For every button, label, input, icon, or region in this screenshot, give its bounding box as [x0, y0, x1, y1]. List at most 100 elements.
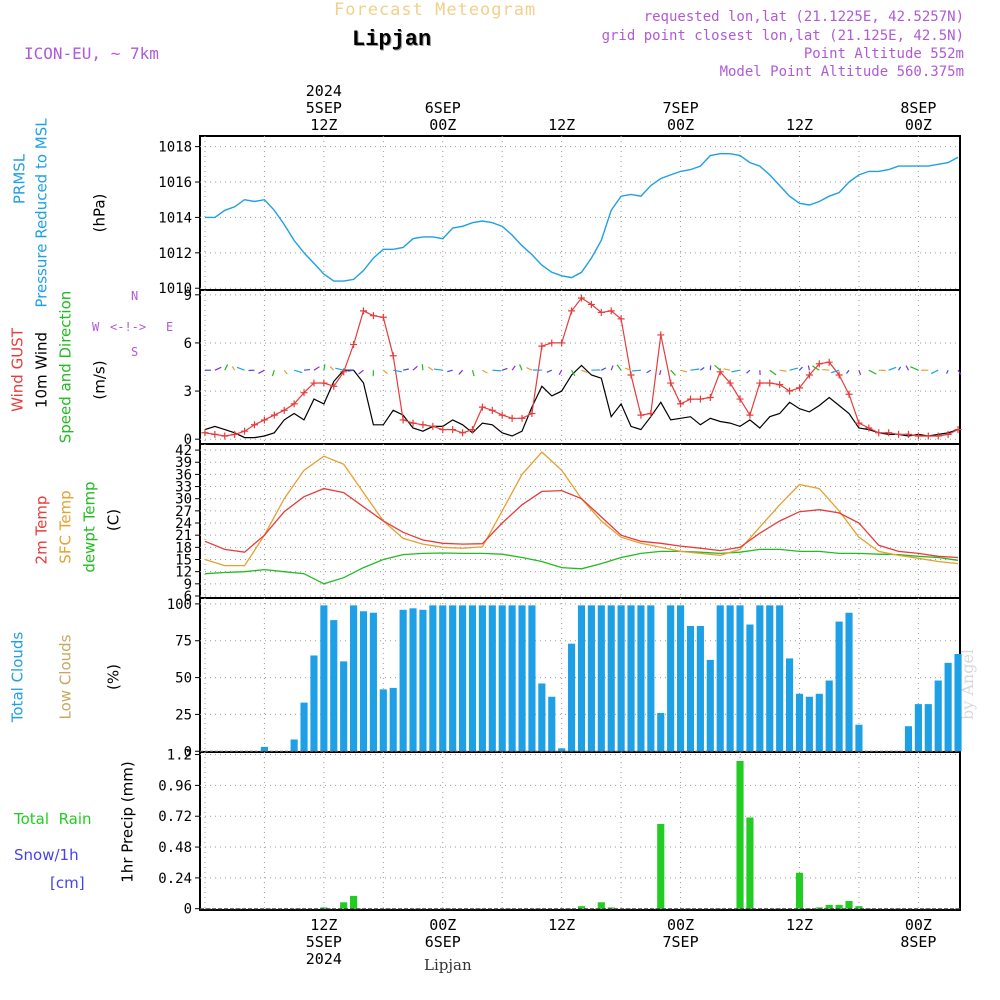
wind-gust-marker [597, 308, 605, 316]
total-clouds-bar [498, 605, 506, 752]
total-clouds-bar [508, 605, 516, 752]
precip-frame [199, 751, 961, 911]
wind-gust-marker [686, 395, 694, 403]
wind-gust-marker [439, 426, 447, 434]
wind-direction-arrow [822, 368, 830, 371]
wind-gust-marker [389, 352, 397, 360]
place-name: Lipjan [352, 27, 432, 52]
wind-gust-marker [518, 414, 526, 422]
wind-gust-marker [270, 411, 278, 419]
bottom-time-label: 8SEP [900, 933, 936, 951]
total-clouds-bar [627, 605, 635, 752]
bottom-place-name: Lipjan [424, 956, 472, 974]
sfc-temp-label: SFC Temp [56, 490, 75, 564]
wind-direction-arrow [610, 365, 614, 371]
total-clouds-bar [548, 696, 556, 752]
total-clouds-bar [290, 739, 298, 752]
total-clouds-bar [350, 605, 358, 752]
total-clouds-bar [577, 605, 586, 752]
wind-gust-label: Wind GUST [8, 328, 27, 412]
total-clouds-bar [340, 661, 348, 752]
wind-gust-marker [260, 416, 268, 424]
total-clouds-bar [766, 605, 774, 752]
temperature-ytick-label: 15 [175, 553, 192, 569]
wind-direction-arrow [258, 369, 265, 374]
bottom-time-label: 12Z [310, 916, 337, 934]
top-time-label: 12Z [310, 116, 337, 134]
total-clouds-bar [409, 608, 417, 752]
temperature-ytick-label: 9 [184, 577, 192, 593]
wind-gust-marker [895, 430, 903, 438]
wind-direction-arrow [482, 369, 488, 374]
wind-gust-marker [241, 427, 249, 435]
wind-direction-arrow [558, 369, 563, 376]
wind-gust-marker [201, 429, 209, 437]
total-clouds-bar [795, 693, 804, 752]
wind-direction-arrow [519, 364, 523, 371]
total-clouds-bar [568, 643, 576, 752]
wind-direction-arrow [329, 366, 335, 371]
wind-direction-arrow [714, 364, 721, 371]
total-clouds-bar [459, 605, 467, 752]
total-clouds-bar [320, 605, 328, 752]
total-clouds-bar [825, 680, 833, 752]
wind-direction-arrow [313, 366, 320, 371]
wind-gust-marker [340, 368, 348, 376]
wind-direction-arrow [347, 369, 354, 372]
wind-direction-arrow [214, 366, 222, 371]
wind-direction-arrow [631, 369, 641, 372]
total-clouds-bar [736, 605, 744, 752]
wind-direction-arrow [546, 369, 552, 373]
wind-gust-marker [211, 430, 219, 438]
total-clouds-bar [468, 605, 477, 752]
precip-ytick-label: 0.24 [158, 871, 192, 887]
rain-bar [736, 760, 744, 909]
compass-n: N [131, 289, 138, 303]
wind-gust-marker [577, 294, 585, 302]
wind-gust-marker [845, 390, 853, 398]
wind-direction-arrow [433, 368, 443, 371]
wind-gust-marker [290, 400, 298, 408]
wind-ytick-label: 0 [184, 432, 192, 448]
total-clouds-bar [439, 605, 447, 752]
rain-bar [577, 906, 586, 909]
total-clouds-bar [538, 683, 546, 752]
total-clouds-label: Total Clouds [8, 631, 27, 723]
wind-direction-arrow [283, 369, 288, 375]
pressure-label-prmsl: PRMSL [10, 153, 29, 205]
compass-e: E [166, 320, 173, 334]
wind-gust-marker [359, 307, 367, 315]
compass-s: S [131, 345, 138, 359]
rain-bar [825, 904, 833, 909]
wind-gust-marker [250, 421, 258, 429]
total-clouds-bar [835, 621, 843, 752]
wind-gust-marker [756, 379, 764, 387]
wind-direction-arrow [646, 369, 652, 374]
wind-direction-arrow [946, 369, 949, 374]
wind-gust-marker [914, 432, 922, 440]
wind-direction-arrow [830, 369, 840, 374]
wind-direction-arrow [670, 369, 676, 376]
total-clouds-bar [716, 605, 724, 752]
wind-direction-arrow [905, 365, 910, 371]
bottom-time-label: 00Z [667, 916, 694, 934]
wind-direction-arrow [323, 364, 326, 371]
precip-ytick-label: 0.96 [158, 778, 192, 794]
rain-label: Total Rain [14, 810, 92, 828]
top-time-label: 00Z [667, 116, 694, 134]
precip-ytick-label: 0.48 [158, 840, 192, 856]
wind-gust-marker [954, 426, 962, 434]
wind-gust-marker [548, 339, 556, 347]
wind-gust-marker [855, 419, 863, 427]
total-clouds-bar [478, 605, 486, 752]
total-clouds-bar [449, 605, 457, 752]
wind-gust-marker [231, 430, 239, 438]
wind-direction-arrow [700, 366, 705, 371]
wind-gust-marker [419, 421, 427, 429]
total-clouds-bar [805, 696, 813, 752]
wind-direction-arrow [382, 369, 388, 375]
bottom-time-label: 00Z [905, 916, 932, 934]
bottom-time-label: 00Z [429, 916, 456, 934]
snow-unit-label: [cm] [50, 874, 85, 892]
